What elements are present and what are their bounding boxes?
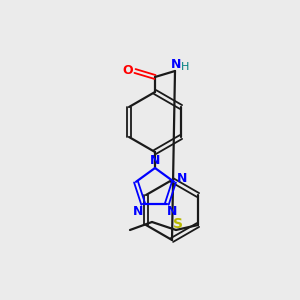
Text: N: N xyxy=(133,205,143,218)
Text: O: O xyxy=(123,64,133,76)
Text: H: H xyxy=(181,62,189,72)
Text: S: S xyxy=(173,217,183,231)
Text: N: N xyxy=(167,205,177,218)
Text: N: N xyxy=(177,172,187,185)
Text: N: N xyxy=(150,154,160,167)
Text: N: N xyxy=(171,58,181,71)
